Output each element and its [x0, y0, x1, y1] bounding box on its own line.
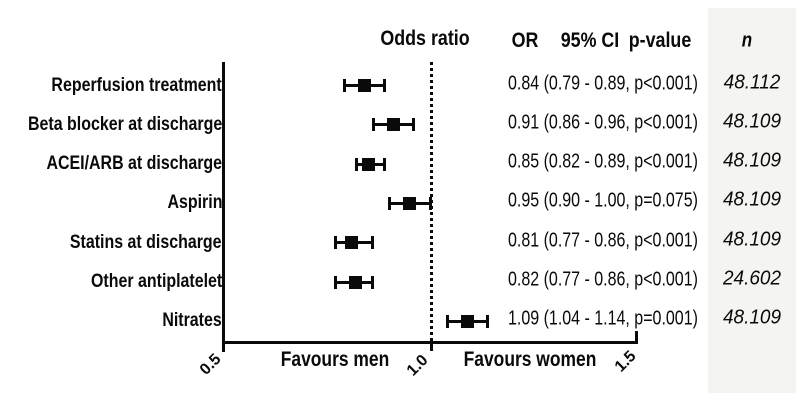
row-stats-statins-at-discharge: 0.81 (0.77 - 0.86, p<0.001)	[508, 229, 698, 252]
row-label-nitrates: Nitrates	[162, 310, 222, 332]
x-tick-label-1-5: 1.5	[611, 347, 640, 376]
ci-cap-left-beta-blocker-at-discharge	[371, 118, 375, 132]
row-stats-aspirin: 0.95 (0.90 - 1.00, p=0.075)	[508, 189, 698, 212]
reference-line-dotted	[430, 62, 433, 341]
row-n-aspirin: 48.109	[722, 188, 782, 211]
row-n-beta-blocker-at-discharge: 48.109	[722, 110, 782, 133]
or-marker-other-antiplatelet	[349, 275, 363, 289]
n-column-background	[708, 8, 796, 393]
or-marker-reperfusion-treatment	[357, 79, 371, 92]
ci-cap-right-statins-at-discharge	[370, 236, 374, 250]
or-marker-beta-blocker-at-discharge	[386, 118, 400, 132]
row-n-statins-at-discharge: 48.109	[722, 228, 782, 251]
or-marker-nitrates	[461, 314, 475, 328]
row-n-acei-arb-at-discharge: 48.109	[722, 149, 782, 172]
or-marker-statins-at-discharge	[345, 236, 359, 250]
ci-cap-left-acei-arb-at-discharge	[354, 157, 358, 171]
or-marker-acei-arb-at-discharge	[361, 157, 375, 171]
y-axis-line	[222, 62, 225, 344]
x-tick-0-5	[222, 344, 225, 352]
x-axis-line	[222, 341, 638, 344]
ci-cap-left-aspirin	[388, 196, 392, 210]
col-header-ci: 95% CI	[560, 29, 620, 52]
ci-cap-right-aspirin	[428, 196, 432, 210]
x-tick-1-5	[635, 331, 638, 341]
ci-cap-left-reperfusion-treatment	[342, 79, 346, 92]
x-axis-caption-favours-men: Favours men	[280, 348, 390, 371]
x-tick-label-1-0: 1.0	[403, 351, 432, 380]
row-stats-beta-blocker-at-discharge: 0.91 (0.86 - 0.96, p<0.001)	[508, 111, 698, 134]
row-stats-reperfusion-treatment: 0.84 (0.79 - 0.89, p<0.001)	[508, 72, 698, 94]
col-header-or: OR	[511, 29, 539, 52]
ci-cap-right-acei-arb-at-discharge	[382, 157, 386, 171]
row-stats-other-antiplatelet: 0.82 (0.77 - 0.86, p<0.001)	[508, 268, 698, 291]
ci-cap-right-beta-blocker-at-discharge	[411, 118, 415, 132]
row-n-nitrates: 48.109	[722, 306, 782, 329]
ci-cap-left-statins-at-discharge	[334, 236, 338, 250]
ci-cap-right-reperfusion-treatment	[382, 79, 386, 92]
plot-title: Odds ratio	[380, 27, 470, 50]
row-stats-acei-arb-at-discharge: 0.85 (0.82 - 0.89, p<0.001)	[508, 150, 698, 173]
row-label-statins-at-discharge: Statins at discharge	[70, 231, 222, 253]
row-label-beta-blocker-at-discharge: Beta blocker at discharge	[27, 113, 222, 135]
row-label-reperfusion-treatment: Reperfusion treatment	[51, 74, 222, 96]
row-stats-nitrates: 1.09 (1.04 - 1.14, p=0.001)	[508, 307, 698, 330]
x-tick-1-0	[430, 344, 433, 351]
ci-cap-left-other-antiplatelet	[334, 275, 338, 289]
or-marker-aspirin	[403, 196, 417, 210]
row-label-acei-arb-at-discharge: ACEI/ARB at discharge	[46, 153, 222, 175]
ci-cap-left-nitrates	[446, 314, 450, 328]
col-header-p: p-value	[628, 29, 692, 52]
col-header-n: n	[741, 29, 753, 52]
row-label-other-antiplatelet: Other antiplatelet	[90, 271, 222, 292]
row-n-other-antiplatelet: 24.602	[722, 267, 782, 290]
ci-cap-right-nitrates	[486, 314, 490, 328]
x-axis-caption-favours-women: Favours women	[463, 348, 597, 371]
row-n-reperfusion-treatment: 48.112	[723, 71, 781, 93]
ci-cap-right-other-antiplatelet	[370, 275, 374, 289]
x-tick-label-0-5: 0.5	[196, 350, 225, 379]
row-label-aspirin: Aspirin	[167, 192, 222, 214]
